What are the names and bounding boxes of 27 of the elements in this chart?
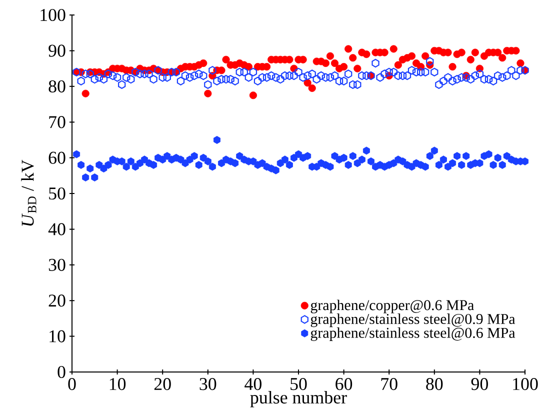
x-tick-label: 40	[244, 378, 262, 390]
legend-label: graphene/stainless steel@0.9 MPa	[310, 314, 516, 328]
y-tick-label: 50	[49, 187, 66, 200]
legend-label: graphene/stainless steel@0.6 MPa	[310, 327, 516, 341]
y-tick-label: 0	[58, 366, 66, 378]
y-tick-label: 60	[48, 152, 66, 164]
y-tick-label: 70	[49, 116, 66, 128]
x-axis-title: pulse number	[250, 390, 347, 408]
y-tick-label: 30	[48, 258, 66, 271]
x-tick-label: 30	[200, 378, 216, 390]
y-tick-label: 20	[48, 294, 66, 307]
x-tick-label: 80	[426, 378, 443, 390]
x-tick-label: 60	[336, 378, 352, 390]
legend-label: graphene/copper@0.6 MPa	[310, 300, 474, 314]
y-tick-label: 10	[50, 330, 66, 342]
x-tick-label: 50	[290, 378, 307, 390]
x-tick-label: 90	[471, 378, 488, 390]
x-tick-label: 10	[110, 378, 126, 390]
y-tick-label: 100	[40, 8, 66, 22]
x-tick-label: 20	[154, 378, 171, 390]
x-tick-label: 70	[381, 378, 398, 390]
y-axis-title: U$_{BD}$ / kV	[21, 160, 36, 226]
y-tick-label: 80	[48, 80, 66, 92]
x-tick-label: 100	[513, 378, 538, 390]
y-tick-label: 40	[48, 223, 66, 236]
y-tick-label: 90	[48, 44, 66, 57]
x-tick-label: 0	[68, 378, 76, 390]
